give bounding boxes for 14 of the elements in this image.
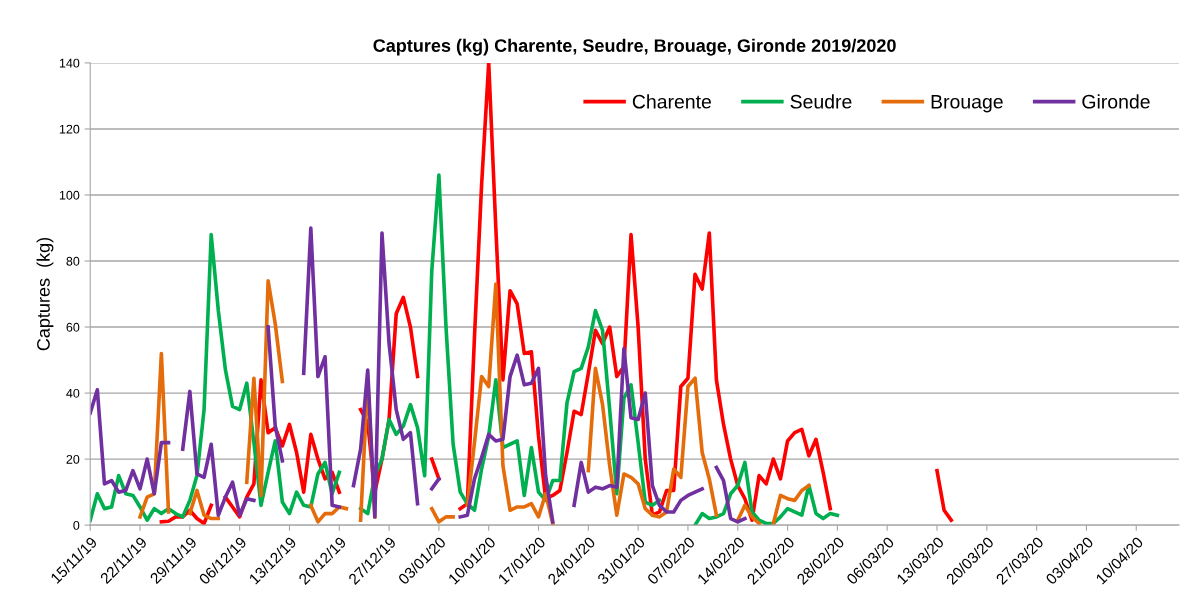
y-axis-title: Captures (kg) — [36, 237, 54, 351]
y-tick-label: 20 — [66, 454, 80, 464]
y-tick-label: 120 — [59, 124, 80, 134]
legend-label: Seudre — [790, 94, 852, 109]
chart-title: Captures (kg) Charente, Seudre, Brouage, Gironde 2019/2020 — [373, 38, 896, 56]
legend-label: Gironde — [1082, 94, 1150, 109]
y-tick-label: 80 — [66, 256, 80, 266]
y-tick-label: 60 — [66, 322, 80, 332]
y-tick-label: 0 — [73, 520, 80, 530]
y-tick-label: 100 — [59, 190, 80, 200]
legend-label: Charente — [632, 94, 711, 109]
y-tick-label: 140 — [59, 58, 80, 68]
y-tick-label: 40 — [66, 388, 80, 398]
legend-label: Brouage — [931, 95, 1003, 113]
